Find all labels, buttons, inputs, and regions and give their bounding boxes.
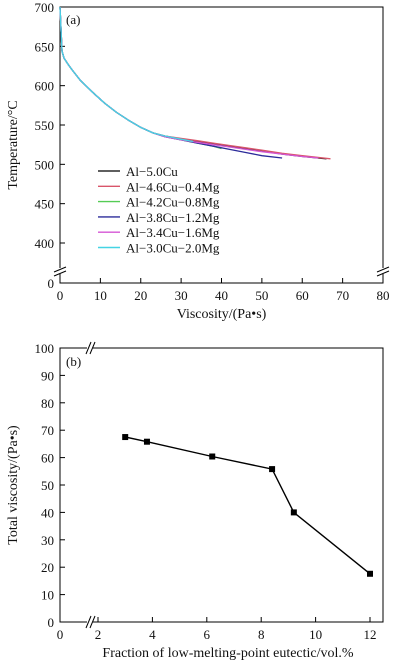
panel-b-y-tick-label: 60 (41, 451, 54, 466)
panel-b-axis-breaks (85, 341, 96, 629)
panel-a-break-slash (53, 266, 67, 273)
panel-b-x-tick-label: 4 (149, 627, 156, 642)
panel-b-data-point (367, 570, 373, 577)
panel-a-legend-label: Al−3.0Cu−2.0Mg (126, 241, 220, 256)
panel-b-break-gap (87, 616, 93, 628)
panel-a-y-tick-label: 400 (35, 236, 55, 251)
panel-b-series-line (122, 434, 373, 577)
panel-a-x-tick-label: 60 (296, 288, 309, 303)
panel-b-y-tick-label: 10 (41, 588, 54, 603)
panel-b-data-point (122, 434, 129, 441)
panel-b-ticks: 0 2 4 6 8 10 12 0 10 20 30 40 50 60 70 80 90 100 (35, 341, 377, 642)
panel-a-y-origin-label: 0 (48, 276, 55, 291)
panel-a-legend-label: Al−4.6Cu−0.4Mg (126, 179, 220, 194)
panel-a-label: (a) (66, 12, 80, 27)
panel-b-break-gap (87, 342, 93, 354)
panel-b-x-tick-label: 6 (204, 627, 211, 642)
panel-a-series-lines (59, 6, 331, 160)
panel-a-ticks: 0 10 20 30 40 50 60 70 80 400 450 500 550 600 650 700 (35, 0, 390, 303)
panel-a-y-axis-title: Temperature/°C (6, 100, 21, 189)
panel-a-x-tick-label: 70 (336, 288, 349, 303)
panel-a-x-tick-label: 30 (175, 288, 188, 303)
panel-b-y-tick-label: 100 (35, 341, 55, 356)
panel-b-break-slash (85, 341, 92, 355)
panel-b-y-tick-label: 50 (41, 478, 54, 493)
panel-b-data-point (209, 453, 216, 460)
panel-b-total-viscosity: 0 2 4 6 8 10 12 0 10 20 30 40 50 60 70 80 90 100 (b) Frac… (6, 341, 384, 661)
panel-b-y-tick-label: 0 (48, 615, 55, 630)
panel-b-x-tick-label: 10 (309, 627, 322, 642)
panel-a-break-gap (54, 268, 66, 274)
panel-b-label: (b) (66, 354, 81, 369)
panel-b-x-tick-label: 0 (57, 627, 64, 642)
panel-a-x-tick-label: 40 (215, 288, 228, 303)
panel-a-axis-break (53, 266, 390, 277)
panel-b-break-slash (85, 615, 92, 629)
panel-b-break-slash (89, 341, 96, 355)
panel-a-x-tick-label: 0 (57, 288, 64, 303)
panel-a-x-tick-label: 20 (134, 288, 147, 303)
panel-b-data-point (290, 509, 297, 516)
panel-b-y-tick-label: 70 (41, 423, 54, 438)
panel-b-x-tick-label: 8 (258, 627, 265, 642)
panel-a-x-axis-title: Viscosity/(Pa•s) (177, 307, 267, 322)
panel-b-series-line (125, 436, 371, 575)
panel-a-break-gap (377, 268, 389, 274)
panel-a-break-slash (376, 270, 390, 277)
panel-b-x-axis-title: Fraction of low-melting-point eutectic/v… (102, 646, 353, 661)
panel-a-x-tick-label: 80 (377, 288, 390, 303)
panel-a-y-tick-label: 700 (35, 0, 55, 15)
panel-a-x-tick-label: 50 (255, 288, 268, 303)
panel-b-x-tick-label: 2 (95, 627, 102, 642)
panel-a-x-tick-label: 10 (94, 288, 107, 303)
panel-b-y-tick-label: 90 (41, 368, 54, 383)
panel-a-legend-label: Al−3.4Cu−1.6Mg (126, 225, 220, 240)
panel-b-y-tick-label: 80 (41, 396, 54, 411)
panel-a-y-tick-label: 500 (35, 157, 55, 172)
panel-a-break-slash (376, 266, 390, 273)
panel-b-y-tick-label: 20 (41, 560, 54, 575)
panel-a-y-tick-label: 650 (35, 39, 55, 54)
panel-b-break-slash (89, 615, 96, 629)
panel-b-y-axis-title: Total viscosity/(Pa•s) (6, 425, 21, 545)
panel-b-data-point (143, 438, 150, 445)
panel-a-legend-label: Al−5.0Cu (126, 164, 178, 179)
panel-a-break-slash (53, 270, 67, 277)
panel-a-series-line-5 (59, 6, 194, 143)
panel-a-legend-label: Al−4.2Cu−0.8Mg (126, 195, 220, 210)
panel-a-legend: Al−5.0CuAl−4.6Cu−0.4MgAl−4.2Cu−0.8MgAl−3… (98, 164, 220, 256)
panel-a-y-tick-label: 450 (35, 197, 55, 212)
panel-a-viscosity-temperature: 0 10 20 30 40 50 60 70 80 400 450 500 550 600 650 700 A… (6, 0, 390, 322)
panel-a-y-tick-label: 550 (35, 118, 55, 133)
panel-b-x-tick-label: 12 (364, 627, 377, 642)
panel-b-y-tick-label: 30 (41, 533, 54, 548)
panel-b-y-tick-label: 40 (41, 505, 54, 520)
panel-a-y-tick-label: 600 (35, 79, 55, 94)
panel-b-data-point (269, 466, 276, 473)
panel-a-legend-label: Al−3.8Cu−1.2Mg (126, 210, 220, 225)
